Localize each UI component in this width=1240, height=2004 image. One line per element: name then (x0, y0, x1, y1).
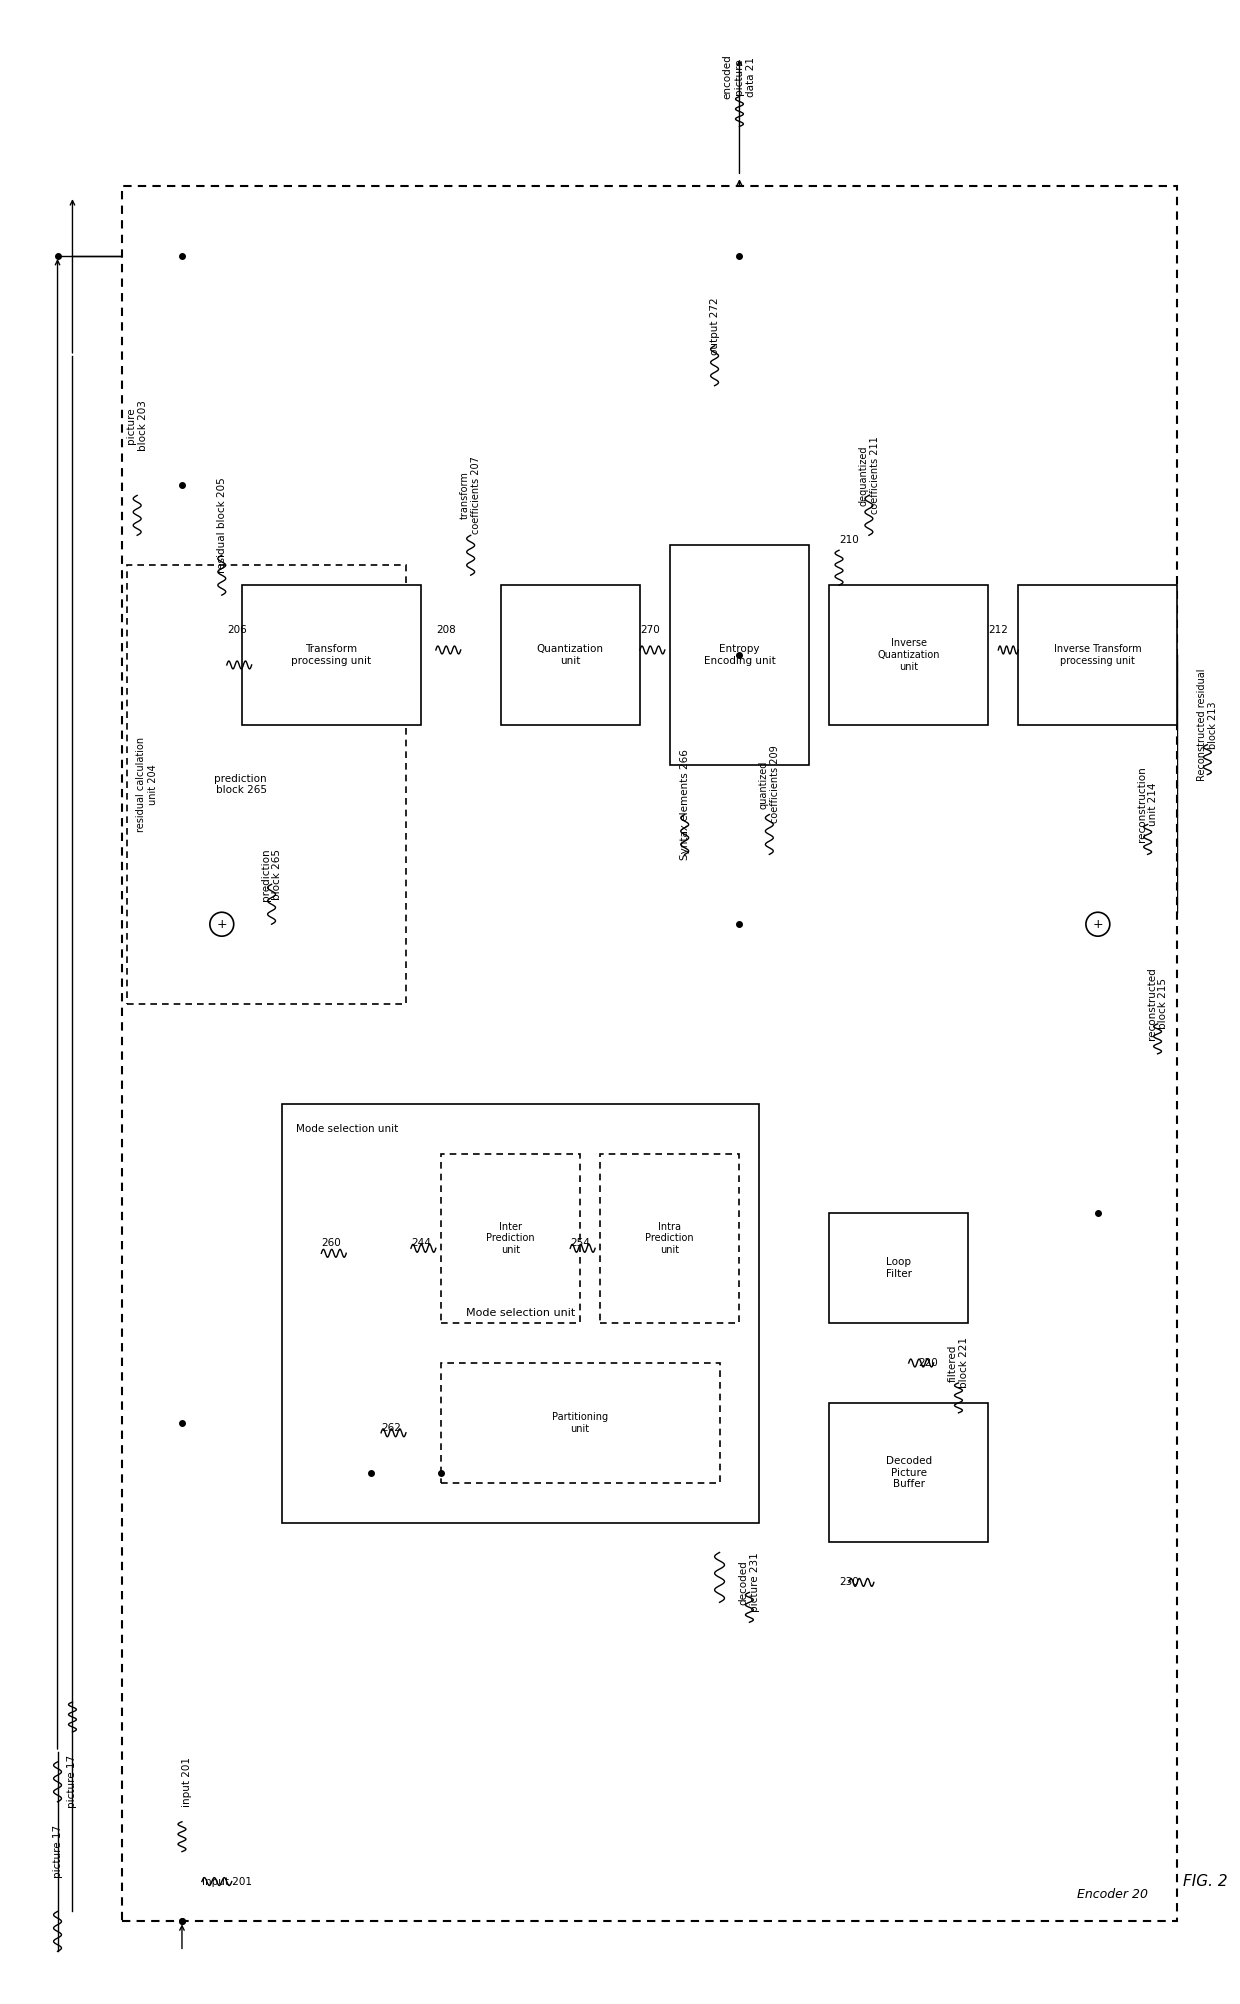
Text: Loop
Filter: Loop Filter (885, 1257, 911, 1279)
Text: +: + (1092, 918, 1104, 930)
Text: reconstruction
unit 214: reconstruction unit 214 (1137, 768, 1158, 842)
Text: prediction
block 265: prediction block 265 (215, 774, 267, 796)
Bar (501, 585, 640, 725)
Text: quantized
coefficients 209: quantized coefficients 209 (759, 745, 780, 824)
Bar (242, 585, 420, 725)
Circle shape (1086, 912, 1110, 936)
Text: reconstructed
block 215: reconstructed block 215 (1147, 968, 1168, 1040)
Text: picture 17: picture 17 (67, 1756, 77, 1808)
Text: Mode selection unit: Mode selection unit (296, 1124, 399, 1134)
Text: Inter
Prediction
unit: Inter Prediction unit (486, 1222, 534, 1255)
Bar (670, 545, 810, 766)
Text: 244: 244 (410, 1238, 430, 1248)
Bar (830, 585, 988, 725)
Text: Encoder 20: Encoder 20 (1076, 1888, 1148, 1902)
Text: 208: 208 (435, 625, 455, 635)
Text: Inverse
Quantization
unit: Inverse Quantization unit (878, 639, 940, 671)
Circle shape (210, 912, 233, 936)
Bar (281, 1104, 759, 1523)
Text: decoded
picture 231: decoded picture 231 (739, 1553, 760, 1613)
Text: picture
block 203: picture block 203 (126, 401, 148, 451)
Text: 212: 212 (988, 625, 1008, 635)
Text: Partitioning
unit: Partitioning unit (552, 1413, 609, 1433)
Text: prediction
block 265: prediction block 265 (260, 848, 283, 900)
Text: residual calculation
unit 204: residual calculation unit 204 (136, 737, 157, 832)
Text: input 201: input 201 (182, 1758, 192, 1808)
Text: Entropy
Encoding unit: Entropy Encoding unit (703, 643, 775, 665)
Text: Inverse Transform
processing unit: Inverse Transform processing unit (1054, 643, 1142, 665)
Text: filtered
block 221: filtered block 221 (947, 1337, 970, 1389)
Bar (830, 1212, 968, 1323)
Text: 270: 270 (640, 625, 660, 635)
Text: Transform
processing unit: Transform processing unit (291, 643, 371, 665)
Text: Decoded
Picture
Buffer: Decoded Picture Buffer (885, 1457, 931, 1489)
Text: Intra
Prediction
unit: Intra Prediction unit (646, 1222, 694, 1255)
Text: input 201: input 201 (202, 1876, 252, 1886)
Text: Reconstructed residual
block 213: Reconstructed residual block 213 (1197, 669, 1218, 782)
Text: 210: 210 (839, 535, 859, 545)
Text: 260: 260 (321, 1238, 341, 1248)
Bar (1018, 585, 1178, 725)
Text: 254: 254 (570, 1238, 590, 1248)
Bar (440, 1154, 580, 1323)
Bar (123, 186, 1178, 1922)
Text: residual block 205: residual block 205 (217, 477, 227, 573)
Text: Syntax elements 266: Syntax elements 266 (680, 749, 689, 860)
Text: encoded
picture
data 21: encoded picture data 21 (723, 54, 756, 98)
Text: 206: 206 (227, 625, 247, 635)
Text: +: + (217, 918, 227, 930)
Text: output 272: output 272 (709, 297, 719, 355)
Text: Mode selection unit: Mode selection unit (466, 1309, 575, 1319)
Text: FIG. 2: FIG. 2 (1183, 1874, 1228, 1890)
Text: dequantized
coefficients 211: dequantized coefficients 211 (858, 437, 879, 515)
Text: transform
coefficients 207: transform coefficients 207 (460, 457, 481, 535)
Text: Quantization
unit: Quantization unit (537, 643, 604, 665)
Bar (128, 565, 405, 1004)
Bar (440, 1363, 719, 1483)
Bar (830, 1403, 988, 1543)
Text: 262: 262 (381, 1423, 401, 1433)
Text: 230: 230 (839, 1577, 859, 1587)
Text: 220: 220 (919, 1359, 939, 1369)
Text: picture 17: picture 17 (52, 1826, 62, 1878)
Bar (600, 1154, 739, 1323)
